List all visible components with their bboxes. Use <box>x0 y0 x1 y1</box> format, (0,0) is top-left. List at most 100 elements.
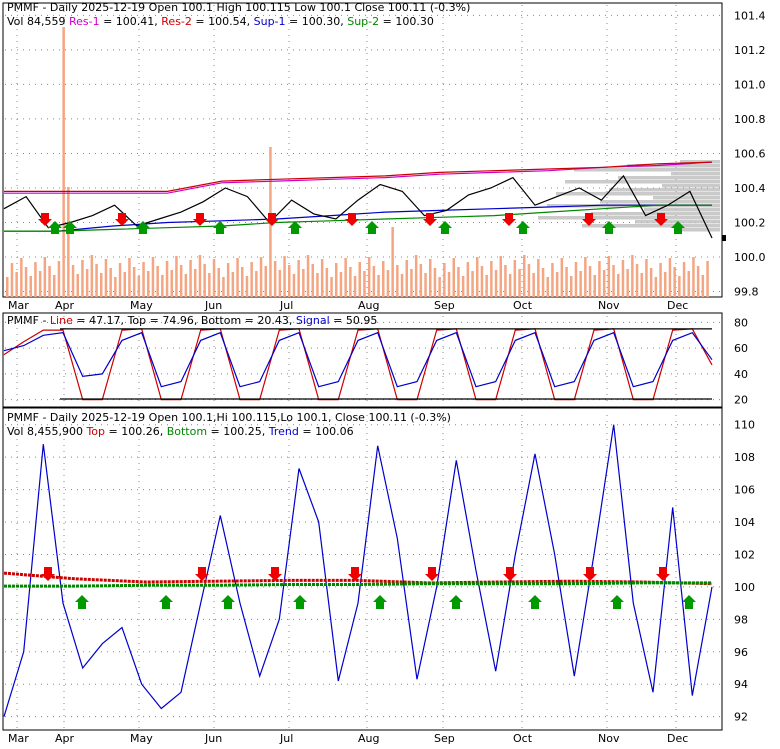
volume-bar <box>372 266 376 297</box>
down-arrow <box>193 213 207 226</box>
volume-bar <box>602 270 606 297</box>
up-arrow <box>159 595 173 609</box>
volume-bar <box>518 269 521 297</box>
volume-bar <box>551 263 554 297</box>
volume-bar <box>419 264 423 297</box>
down-arrow <box>268 567 282 581</box>
volume-bar <box>29 276 32 297</box>
y-tick-label: 92 <box>734 711 748 724</box>
osc-bottom-value: = 20.43, <box>241 314 296 327</box>
volume-bar <box>297 260 300 297</box>
up-arrow <box>213 221 227 234</box>
up-arrow <box>365 221 379 234</box>
trend-y-ticks: 92 94 96 98 100 102 104 106 108 110 <box>734 419 755 724</box>
volume-bar <box>405 260 408 297</box>
last-close-marker <box>722 235 726 242</box>
down-arrow <box>265 213 279 226</box>
up-arrow <box>373 595 387 609</box>
volume-bar <box>584 257 587 297</box>
trend-arrows <box>41 567 696 609</box>
volume-bar <box>391 227 394 297</box>
volume-bar <box>81 260 84 297</box>
volume-bar <box>400 274 404 297</box>
trend-bottom-label: Bottom <box>167 425 207 438</box>
volume-bar <box>283 256 286 297</box>
volume-bar <box>156 266 159 297</box>
volume-bar <box>241 267 244 297</box>
volume-bar <box>490 261 493 297</box>
volume-bar <box>523 255 526 297</box>
down-arrow <box>348 567 362 581</box>
osc-signal-value: = 50.95 <box>330 314 378 327</box>
volume-bar <box>443 263 446 297</box>
volume-bar <box>386 270 390 297</box>
up-arrow <box>671 221 685 234</box>
y-tick-label: 100.2 <box>734 217 766 230</box>
volume-bar <box>485 275 488 297</box>
volume-bar <box>250 262 253 297</box>
up-arrow <box>75 595 89 609</box>
x-tick-label: Oct <box>513 732 533 745</box>
price-panel: 99.8 100.0 100.2 100.4 100.6 100.8 101.0 101.2 1… <box>2 1 766 312</box>
trend-panel: 92 94 96 98 100 102 104 106 108 110 Mar Apr May Jun J… <box>2 407 755 745</box>
volume-bar <box>527 264 531 297</box>
volume-bar <box>292 274 296 297</box>
volume-bar <box>537 259 540 297</box>
volume-bar <box>560 258 564 297</box>
price-res1-label: Res-1 <box>69 15 100 28</box>
price-sup1-label: Sup-1 <box>254 15 286 28</box>
price-histogram-bar <box>565 180 720 184</box>
y-tick-label: 100.8 <box>734 113 766 126</box>
oscillator-y-ticks: 20 40 60 80 <box>734 316 748 406</box>
volume-bar <box>664 272 667 297</box>
y-tick-label: 104 <box>734 516 755 529</box>
trend-grid <box>5 415 720 728</box>
volume-bar <box>288 265 291 297</box>
down-arrow <box>38 213 52 226</box>
volume-bar <box>179 265 183 297</box>
volume-bar <box>198 255 202 297</box>
up-arrow <box>288 221 302 234</box>
volume-bar <box>34 262 37 297</box>
up-arrow <box>136 221 150 234</box>
x-tick-label: May <box>130 299 153 312</box>
volume-bar <box>631 255 634 297</box>
volume-bar <box>306 255 310 297</box>
volume-bar <box>24 267 28 297</box>
x-tick-label: Sep <box>434 732 455 745</box>
volume-bar <box>151 257 155 297</box>
volume-bar <box>278 270 282 297</box>
volume-bar <box>452 258 455 297</box>
volume-bar <box>414 255 418 297</box>
down-arrow <box>195 567 209 581</box>
volume-bar <box>194 269 197 297</box>
series-line-res-2 <box>4 161 713 192</box>
price-panel-frame <box>2 2 723 298</box>
volume-bar <box>184 274 188 297</box>
oscillator-header: PMMF - Line = 47.17, Top = 74.96, Bottom… <box>7 314 377 327</box>
osc-line-value: = 47.17, <box>73 314 128 327</box>
osc-symbol: PMMF <box>7 314 39 327</box>
volume-bar <box>67 187 70 297</box>
x-tick-label: Sep <box>434 299 455 312</box>
trend-lines <box>3 424 713 717</box>
trend-x-ticks: Mar Apr May Jun Jul Aug Sep Oct Nov Dec <box>8 732 688 745</box>
volume-bar <box>513 260 517 297</box>
volume-bar <box>76 274 79 297</box>
down-arrow <box>582 213 596 226</box>
volume-bar <box>706 261 709 297</box>
volume-bar <box>6 277 9 297</box>
price-x-ticks: Mar Apr May Jun Jul Aug Sep Oct Nov Dec <box>8 299 688 312</box>
down-arrow <box>502 213 516 226</box>
y-tick-label: 100.6 <box>734 147 766 160</box>
trend-header-line2: Vol 8,455,900 Top = 100.26, Bottom = 100… <box>7 425 354 438</box>
series-line-top <box>3 571 713 586</box>
x-tick-label: Aug <box>358 732 379 745</box>
volume-bar <box>574 262 578 297</box>
volume-bar <box>579 271 582 297</box>
volume-bar <box>494 270 498 297</box>
osc-top-label: Top <box>127 314 147 327</box>
volume-bar <box>137 276 141 297</box>
price-header-line1: PMMF - Daily 2025-12-19 Open 100.1 High … <box>7 1 470 14</box>
